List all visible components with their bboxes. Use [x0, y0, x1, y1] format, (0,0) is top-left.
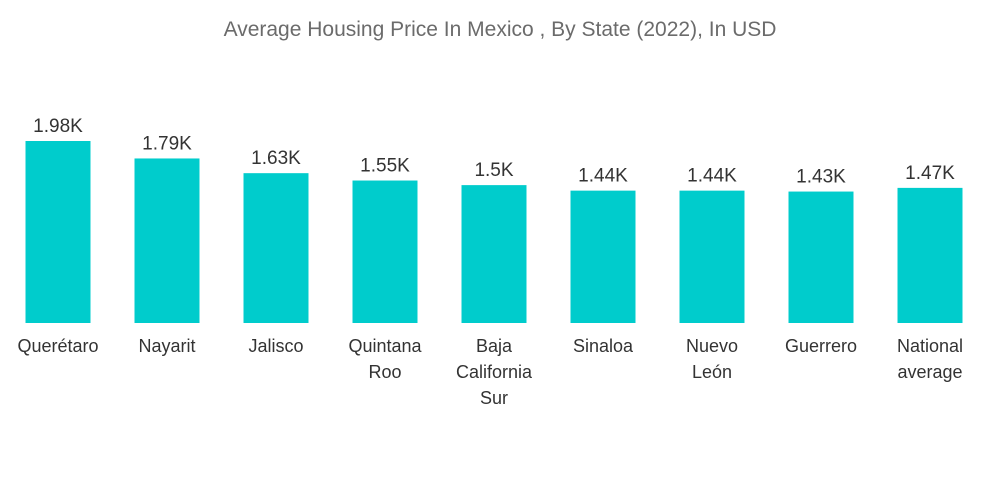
value-label-5: 1.44K [578, 166, 628, 187]
category-label-5: Sinaloa [573, 336, 634, 356]
value-label-7: 1.43K [796, 167, 846, 188]
category-label-4: Baja California Sur [456, 336, 533, 408]
bar-0 [25, 141, 91, 323]
bar-1 [134, 158, 200, 323]
bar-6 [679, 190, 745, 323]
category-label-0: Querétaro [17, 336, 98, 356]
value-label-8: 1.47K [905, 163, 955, 184]
bar-4 [461, 185, 527, 323]
bar-8 [897, 187, 963, 323]
category-label-8: National average [897, 336, 963, 382]
bar-2 [243, 173, 309, 323]
category-label-6: Nuevo León [686, 336, 738, 382]
bar-3 [352, 180, 418, 323]
value-label-4: 1.5K [474, 160, 513, 181]
chart-title: Average Housing Price In Mexico , By Sta… [223, 18, 777, 41]
category-label-3: Quintana Roo [348, 336, 422, 382]
value-label-2: 1.63K [251, 148, 301, 169]
category-label-1: Nayarit [138, 336, 195, 356]
value-label-1: 1.79K [142, 133, 192, 154]
value-label-6: 1.44K [687, 166, 737, 187]
bar-7 [788, 191, 854, 323]
category-label-2: Jalisco [248, 336, 303, 356]
bar-5 [570, 190, 636, 323]
value-label-3: 1.55K [360, 156, 410, 177]
value-label-0: 1.98K [33, 116, 83, 137]
category-label-7: Guerrero [785, 336, 857, 356]
